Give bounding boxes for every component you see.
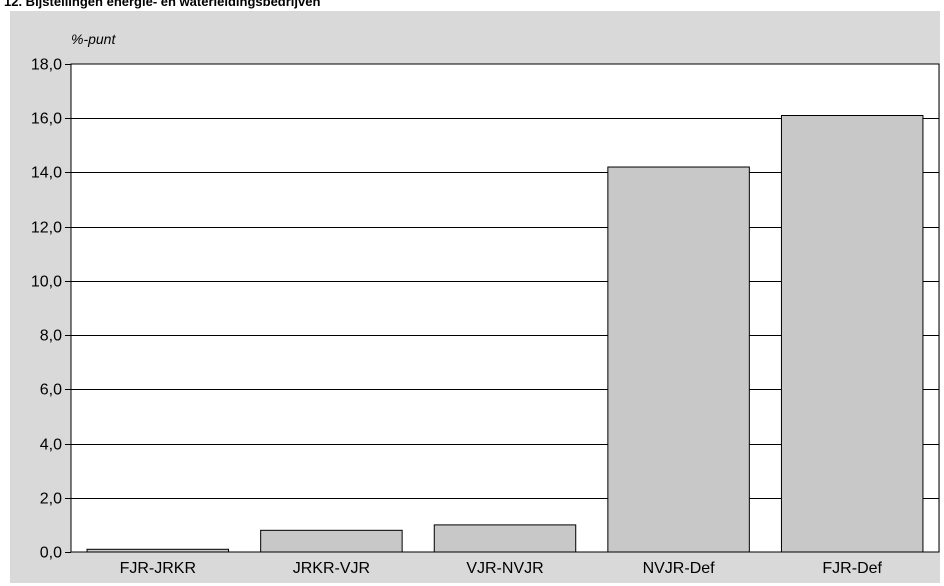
y-tick-label: 18,0 bbox=[31, 57, 62, 74]
y-tick-labels: 0,0 2,0 4,0 6,0 8,0 10,0 12,0 14,0 16,0 18,0 bbox=[31, 57, 62, 562]
y-tick-label: 8,0 bbox=[40, 328, 62, 345]
x-tick-label: NVJR-Def bbox=[643, 560, 716, 577]
x-tick-label: FJR-JRKR bbox=[120, 560, 196, 577]
chart-title: 12. Bijstellingen energie- en waterleidi… bbox=[4, 0, 321, 9]
bar bbox=[260, 529, 403, 553]
bar bbox=[433, 524, 577, 553]
bars bbox=[86, 115, 924, 553]
y-tick-label: 0,0 bbox=[40, 545, 62, 562]
bar bbox=[86, 548, 230, 553]
y-tick-label: 12,0 bbox=[31, 220, 62, 237]
x-tick-labels: FJR-JRKR JRKR-VJR VJR-NVJR NVJR-Def FJR-Def bbox=[120, 560, 883, 577]
x-tick-label: FJR-Def bbox=[822, 560, 882, 577]
x-tick-label: JRKR-VJR bbox=[293, 560, 370, 577]
y-tick-label: 4,0 bbox=[40, 437, 62, 454]
y-tick-label: 2,0 bbox=[40, 491, 62, 508]
y-tick-label: 14,0 bbox=[31, 165, 62, 182]
x-tick-label: VJR-NVJR bbox=[466, 560, 543, 577]
y-tick-label: 16,0 bbox=[31, 111, 62, 128]
bar bbox=[607, 166, 750, 553]
y-tick-label: 10,0 bbox=[31, 274, 62, 291]
y-tick-label: 6,0 bbox=[40, 382, 62, 399]
y-axis-unit-label: %-punt bbox=[71, 31, 116, 47]
bar bbox=[780, 115, 924, 553]
